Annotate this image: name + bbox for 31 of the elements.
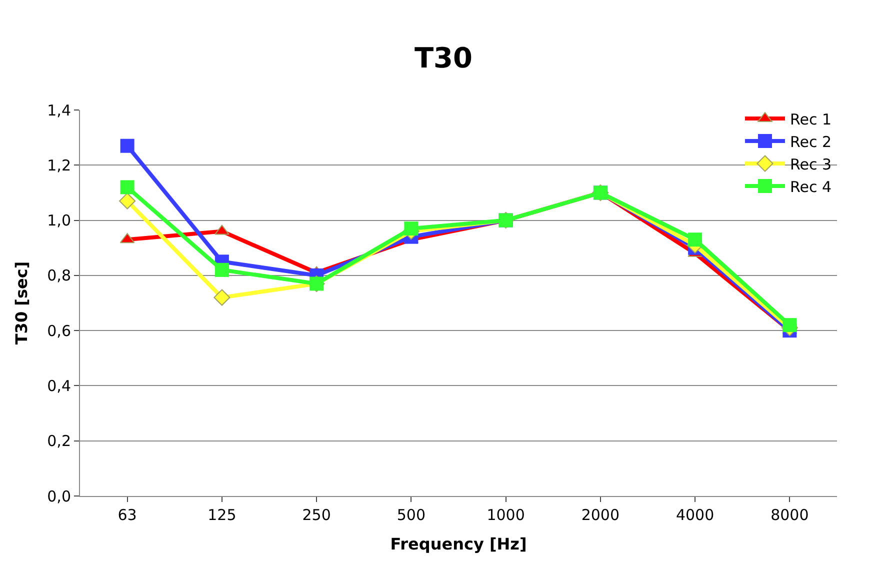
y-tick-label: 0,0 bbox=[47, 487, 71, 506]
point bbox=[404, 222, 418, 236]
y-tick-label: 0,2 bbox=[47, 432, 71, 450]
point bbox=[120, 180, 134, 194]
chart-title: T30 bbox=[414, 41, 473, 74]
x-tick-label: 250 bbox=[302, 506, 331, 524]
x-tick-label: 4000 bbox=[676, 506, 714, 524]
point bbox=[120, 138, 134, 153]
x-tick-label: 2000 bbox=[581, 506, 620, 524]
y-axis-title: T30 [sec] bbox=[12, 261, 32, 345]
y-tick-label: 0,4 bbox=[47, 376, 71, 395]
point bbox=[214, 289, 230, 306]
x-tick-label: 63 bbox=[118, 506, 137, 524]
x-axis-title: Frequency [Hz] bbox=[390, 534, 527, 554]
legend-label: Rec 3 bbox=[790, 155, 832, 174]
y-tick-label: 0,8 bbox=[47, 266, 71, 285]
y-tick-label: 1,2 bbox=[47, 156, 71, 174]
y-tick-label: 1,4 bbox=[47, 101, 71, 120]
x-tick-label: 125 bbox=[208, 506, 236, 524]
x-tick-label: 8000 bbox=[770, 506, 809, 524]
y-tick-label: 0,6 bbox=[47, 322, 71, 340]
point bbox=[782, 318, 797, 332]
point bbox=[214, 262, 229, 277]
legend-label: Rec 4 bbox=[790, 178, 832, 196]
point bbox=[688, 232, 702, 247]
legend-label: Rec 2 bbox=[790, 132, 832, 151]
legend-label: Rec 1 bbox=[790, 110, 832, 128]
x-tick-label: 1000 bbox=[486, 506, 525, 524]
x-tick-label: 500 bbox=[396, 506, 426, 524]
point bbox=[119, 192, 136, 210]
y-tick-label: 1,0 bbox=[47, 212, 71, 230]
